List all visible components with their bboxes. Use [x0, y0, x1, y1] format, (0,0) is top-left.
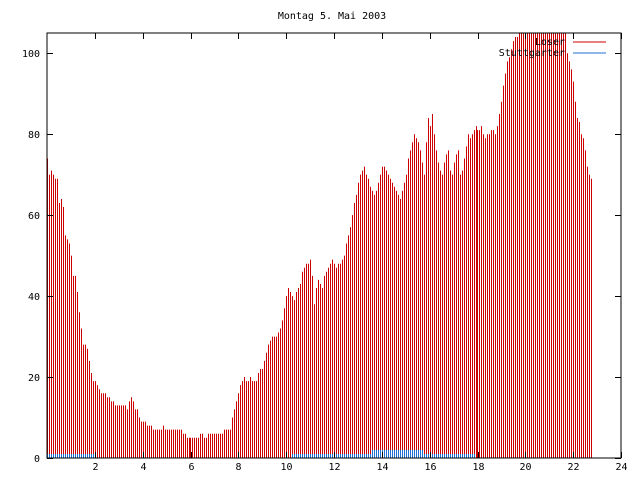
x-tick-label-22: 22	[567, 462, 579, 473]
x-tick-label-24: 24	[615, 462, 627, 473]
y-tick-label-60: 60	[28, 211, 40, 222]
x-tick-label-20: 20	[519, 462, 531, 473]
x-tick-label-4: 4	[140, 462, 146, 473]
chart-title: Montag 5. Mai 2003	[278, 11, 386, 22]
x-tick-label-14: 14	[376, 462, 388, 473]
series-loser	[47, 33, 592, 458]
legend: Loser Stuttgarter	[499, 37, 606, 59]
y-tick-label-20: 20	[28, 373, 40, 384]
y-tick-label-100: 100	[22, 49, 40, 60]
x-tick-label-12: 12	[328, 462, 340, 473]
x-tick-label-18: 18	[472, 462, 484, 473]
x-tick-label-2: 2	[92, 462, 98, 473]
legend-label-loser: Loser	[535, 37, 565, 48]
x-axis: 2 4 6 8 10 12 14 16 18 20 22 24	[92, 33, 628, 473]
legend-label-stuttgarter: Stuttgarter	[499, 48, 565, 59]
y-axis: 0 20 40 60 80 100	[22, 49, 621, 465]
series-stuttgarter	[47, 449, 475, 458]
x-tick-label-8: 8	[235, 462, 241, 473]
x-tick-label-10: 10	[280, 462, 292, 473]
y-tick-label-40: 40	[28, 292, 40, 303]
x-tick-label-16: 16	[424, 462, 436, 473]
x-tick-label-6: 6	[188, 462, 194, 473]
y-tick-label-80: 80	[28, 130, 40, 141]
y-tick-label-0: 0	[34, 454, 40, 465]
